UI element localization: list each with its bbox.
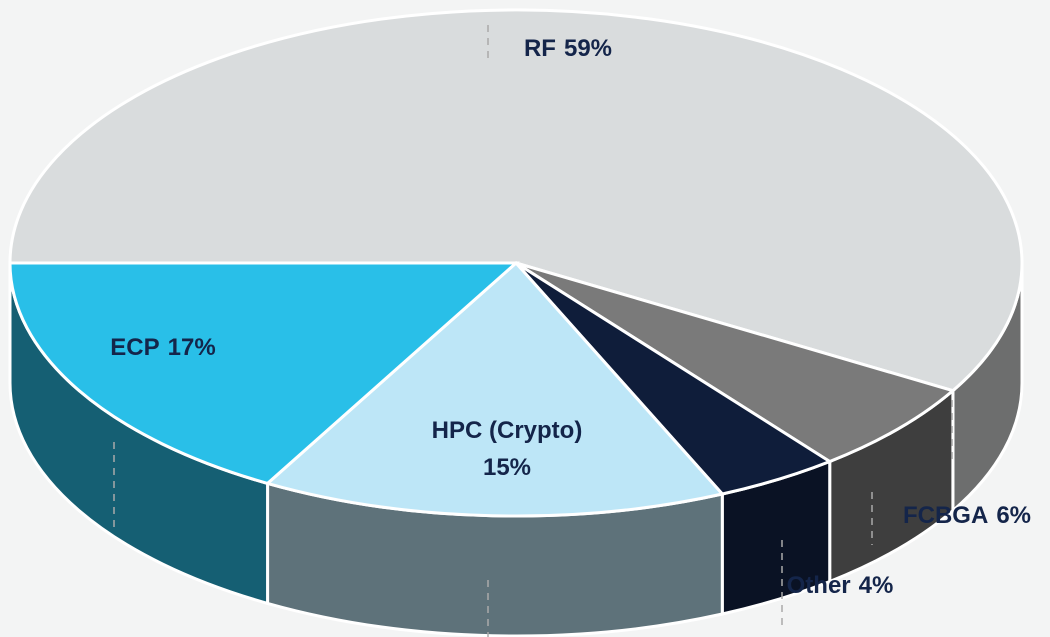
value-label: 59% bbox=[564, 35, 612, 62]
category-label: HPC (Crypto) bbox=[432, 417, 583, 444]
slice-label: HPC (Crypto) 15% bbox=[432, 417, 583, 481]
pie-tops bbox=[8, 8, 1024, 518]
category-label: RF bbox=[524, 35, 556, 62]
value-label: 4% bbox=[859, 572, 894, 599]
labels: RF 59% FCBGA 6% Other 4% HPC (Crypto) 15% ECP 17% bbox=[110, 35, 1031, 599]
slice-label: ECP 17% bbox=[110, 334, 215, 361]
value-label: 15% bbox=[483, 454, 531, 481]
value-label: 17% bbox=[168, 334, 216, 361]
category-label: Other bbox=[787, 572, 851, 599]
category-label: ECP bbox=[110, 334, 159, 361]
slice bbox=[264, 260, 726, 518]
category-label: FCBGA bbox=[903, 502, 988, 529]
slice-label: RF 59% bbox=[524, 35, 612, 62]
slice bbox=[8, 261, 520, 486]
slice bbox=[8, 8, 1024, 393]
value-label: 6% bbox=[996, 502, 1031, 529]
slice bbox=[515, 261, 956, 464]
slice-label: Other 4% bbox=[787, 572, 894, 599]
slice-label: FCBGA 6% bbox=[903, 502, 1031, 529]
